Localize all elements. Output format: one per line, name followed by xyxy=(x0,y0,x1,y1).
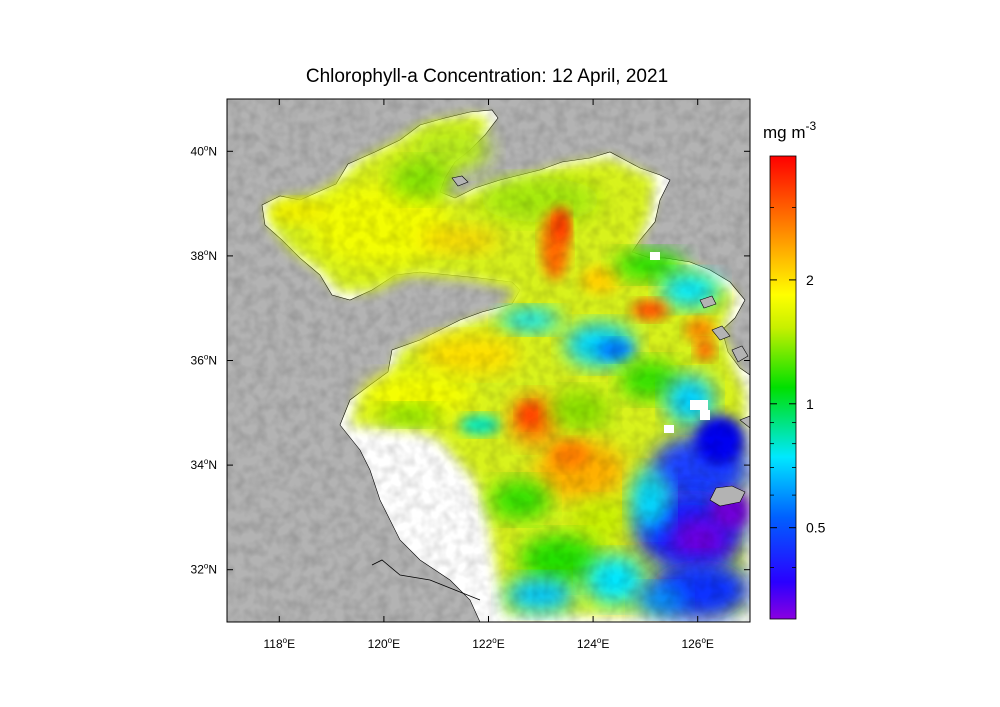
no-data-patches xyxy=(650,252,710,433)
y-tick-label: 38oN xyxy=(191,248,217,263)
y-axis: 40oN 38oN 36oN 34oN 32oN xyxy=(191,143,750,577)
y-tick-label: 40oN xyxy=(191,143,217,158)
x-axis: 118oE 120oE 122oE 124oE 126oE xyxy=(263,99,714,651)
map-area xyxy=(227,99,750,622)
y-tick-label: 34oN xyxy=(191,457,217,472)
x-tick-label: 118oE xyxy=(263,636,295,651)
colorbar-unit: mg m-3 xyxy=(763,119,816,142)
y-tick-label: 36oN xyxy=(191,353,217,368)
chlorophyll-field xyxy=(227,99,750,622)
x-tick-label: 120oE xyxy=(368,636,401,651)
x-tick-label: 122oE xyxy=(472,636,505,651)
colorbar-gradient xyxy=(770,156,796,619)
colorbar-frame xyxy=(769,155,797,620)
x-tick-label: 126oE xyxy=(681,636,714,651)
colorbar-tick-label: 2 xyxy=(806,272,814,288)
estuary-line xyxy=(371,559,481,601)
colorbar-tick-label: 1 xyxy=(806,396,814,412)
colorbar-ticks: 210.5 xyxy=(770,207,826,568)
chart-title: Chlorophyll-a Concentration: 12 April, 2… xyxy=(306,66,668,87)
x-tick-label: 124oE xyxy=(577,636,610,651)
colorbar: mg m-3 210.5 xyxy=(763,119,826,620)
coastline-islands xyxy=(451,175,750,507)
colorbar-tick-label: 0.5 xyxy=(806,520,826,536)
y-tick-label: 32oN xyxy=(191,562,217,577)
